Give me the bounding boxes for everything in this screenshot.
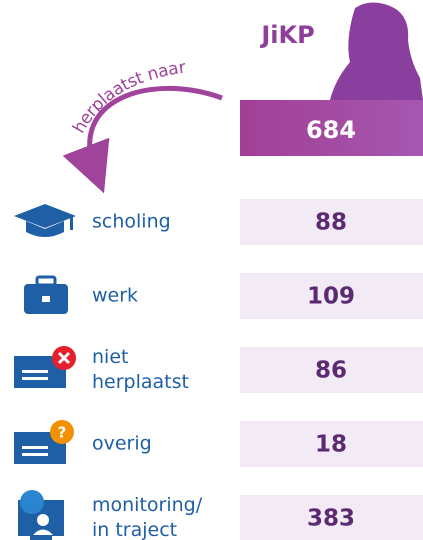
icon-part: [42, 296, 50, 302]
icon-part: [22, 446, 48, 449]
row-value: 109: [307, 284, 355, 310]
row-label: overig: [92, 433, 152, 455]
value-box: [240, 347, 423, 393]
icon-part: [30, 536, 52, 540]
row-value: 88: [315, 210, 347, 236]
row-label: werk: [92, 285, 138, 307]
icon: [18, 490, 64, 540]
icon-part: [57, 351, 71, 365]
row-label: herplaatst: [92, 371, 189, 393]
total-box: [240, 100, 423, 156]
icon-part: [50, 420, 74, 444]
icon-part: [33, 529, 53, 535]
title: JiKP: [259, 21, 314, 49]
icon-part: [14, 204, 76, 228]
icon-part: [22, 377, 48, 380]
icon-part: [70, 216, 73, 230]
row-value: 383: [307, 506, 355, 532]
icon-part: [22, 453, 48, 456]
silhouette: [330, 2, 423, 101]
icon: [14, 204, 76, 237]
icon: [24, 275, 68, 314]
value-box: [240, 495, 423, 540]
value-box: [240, 421, 423, 467]
icon: ?: [14, 420, 74, 464]
arrow: [62, 85, 223, 194]
rows: scholing 88 werk 109 niet herplaatst 86? overig…: [14, 199, 423, 540]
row-value: 86: [315, 358, 347, 384]
icon-part: [20, 490, 44, 514]
row-label: in traject: [92, 519, 177, 540]
row-label: scholing: [92, 211, 171, 233]
icon-part: ?: [58, 424, 67, 442]
value-box: [240, 273, 423, 319]
icon-part: [35, 275, 57, 287]
icon-part: [26, 221, 64, 237]
icon-part: [37, 514, 49, 526]
row-value: 18: [315, 432, 347, 458]
icon: [14, 346, 76, 388]
total: 684: [306, 116, 356, 144]
value-box: [240, 199, 423, 245]
row-label: monitoring/: [92, 494, 203, 516]
icon-part: [22, 370, 48, 373]
row-label: niet: [92, 346, 128, 368]
